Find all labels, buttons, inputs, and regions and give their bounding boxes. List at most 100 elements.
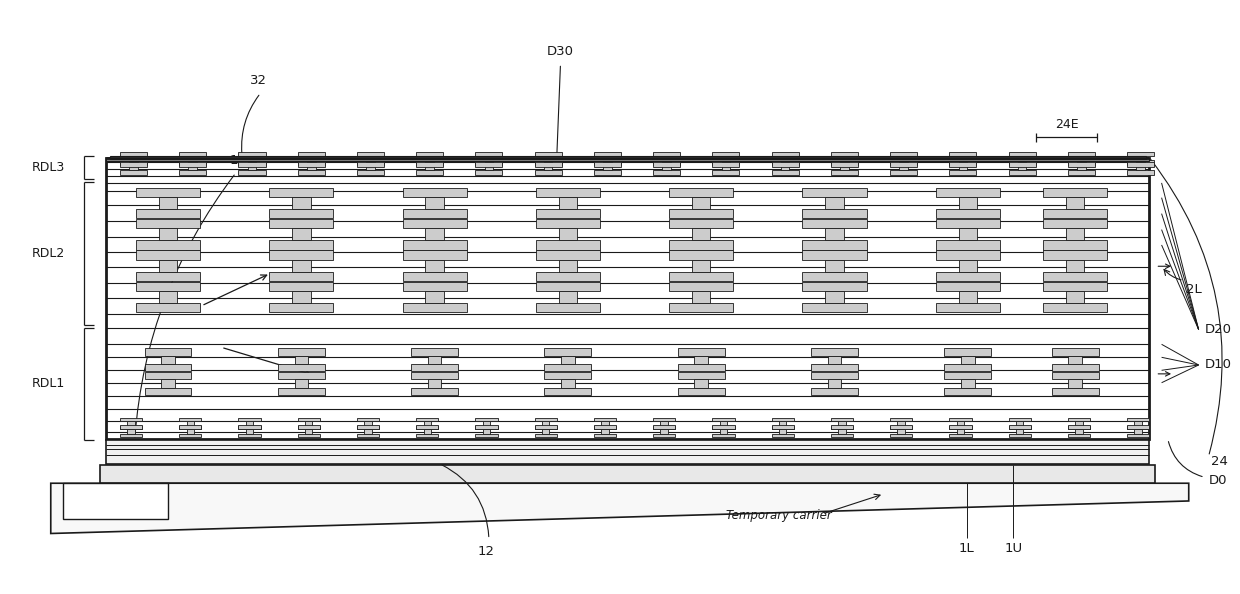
Bar <box>248 165 257 170</box>
Bar <box>534 434 557 437</box>
Bar <box>594 160 621 165</box>
Bar <box>269 271 334 281</box>
Bar <box>269 219 334 229</box>
Bar <box>1135 429 1142 434</box>
Bar <box>417 434 438 437</box>
Bar <box>403 303 466 312</box>
Bar <box>712 425 734 429</box>
Bar <box>1078 165 1086 170</box>
Bar <box>1066 291 1085 303</box>
Bar <box>269 209 334 219</box>
Bar <box>653 425 676 429</box>
Bar <box>802 250 867 260</box>
Bar <box>1127 151 1154 156</box>
Bar <box>712 151 739 156</box>
Bar <box>802 303 867 312</box>
Bar <box>1052 349 1099 356</box>
Bar <box>1043 271 1107 281</box>
Bar <box>1068 425 1090 429</box>
Bar <box>722 165 730 170</box>
Bar <box>1008 151 1035 156</box>
Bar <box>145 372 191 379</box>
Bar <box>670 282 733 291</box>
Bar <box>136 250 200 260</box>
Bar <box>298 434 320 437</box>
Bar <box>771 162 799 167</box>
Bar <box>831 418 853 421</box>
Bar <box>428 379 441 388</box>
Bar <box>1068 162 1095 167</box>
Bar <box>559 291 577 303</box>
Bar <box>1052 388 1099 395</box>
Bar <box>417 170 443 175</box>
Bar <box>562 379 574 388</box>
Bar <box>722 156 730 162</box>
Bar <box>653 426 676 429</box>
Bar <box>269 250 334 260</box>
Bar <box>838 429 846 434</box>
Bar <box>890 151 918 156</box>
Bar <box>186 429 193 434</box>
Bar <box>670 188 733 197</box>
Bar <box>305 421 312 426</box>
Bar <box>802 209 867 219</box>
Bar <box>950 170 976 175</box>
Bar <box>129 165 138 170</box>
Bar <box>890 426 913 429</box>
Bar <box>544 156 553 162</box>
Bar <box>670 219 733 229</box>
Bar <box>945 372 991 379</box>
Text: D0: D0 <box>1209 474 1228 486</box>
Bar <box>898 421 905 426</box>
Bar <box>692 260 711 271</box>
Bar <box>890 160 918 165</box>
Bar <box>781 165 790 170</box>
Bar <box>159 229 177 240</box>
Bar <box>159 197 177 209</box>
Bar <box>278 372 325 379</box>
Text: 24: 24 <box>1211 455 1228 468</box>
Bar <box>771 418 794 421</box>
Bar <box>544 349 591 356</box>
Bar <box>950 160 976 165</box>
Bar <box>661 421 668 426</box>
Bar <box>248 156 257 162</box>
Bar <box>1068 160 1095 165</box>
Text: D10: D10 <box>1205 359 1231 371</box>
Bar <box>661 429 668 434</box>
Bar <box>298 151 325 156</box>
Bar <box>811 388 858 395</box>
Bar <box>1018 165 1027 170</box>
Bar <box>959 291 977 303</box>
Bar <box>1043 188 1107 197</box>
Bar <box>544 372 591 379</box>
Bar <box>238 162 265 167</box>
Bar <box>536 240 600 249</box>
Bar <box>425 291 444 303</box>
Bar <box>1008 425 1030 429</box>
Bar <box>145 388 191 395</box>
Bar <box>1008 434 1030 437</box>
Bar <box>534 160 562 165</box>
Bar <box>890 170 918 175</box>
Bar <box>306 165 315 170</box>
Bar <box>425 229 444 240</box>
Bar <box>1043 250 1107 260</box>
Bar <box>1136 165 1145 170</box>
Bar <box>534 425 557 429</box>
Bar <box>594 170 621 175</box>
Bar <box>357 162 384 167</box>
Bar <box>1008 160 1035 165</box>
Bar <box>295 356 308 364</box>
Bar <box>898 429 905 434</box>
Bar <box>653 160 681 165</box>
Bar <box>357 425 379 429</box>
Bar <box>594 151 621 156</box>
Bar <box>179 425 201 429</box>
Bar <box>692 229 711 240</box>
Bar <box>1127 170 1154 175</box>
Bar <box>890 418 913 421</box>
Bar <box>670 240 733 249</box>
Bar <box>653 162 681 167</box>
Bar <box>357 151 384 156</box>
